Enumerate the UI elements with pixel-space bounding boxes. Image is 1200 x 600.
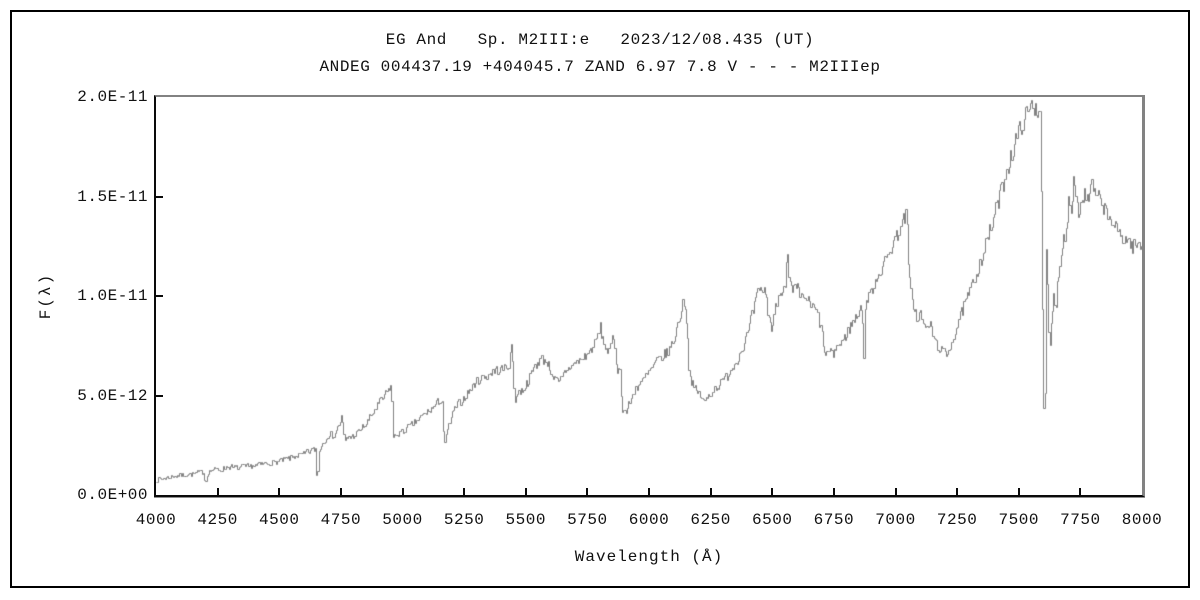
x-tick-label: 7750 [1060, 511, 1101, 529]
x-tick-label: 6500 [752, 511, 793, 529]
x-tick-mark [956, 488, 958, 495]
x-tick-mark [1018, 488, 1020, 495]
x-tick-label: 6250 [690, 511, 731, 529]
y-tick-mark [156, 196, 163, 198]
x-tick-mark [1079, 488, 1081, 495]
x-tick-label: 4500 [259, 511, 300, 529]
x-tick-label: 6750 [813, 511, 855, 529]
spectrum-line-canvas [156, 97, 1142, 495]
plot-subtitle: ANDEG 004437.19 +404045.7 ZAND 6.97 7.8 … [319, 58, 881, 76]
x-tick-label: 5250 [443, 511, 485, 529]
y-tick-label: 1.5E-11 [77, 187, 148, 206]
y-tick-mark [156, 395, 163, 397]
x-tick-label: 4000 [135, 511, 177, 529]
x-tick-label: 7000 [875, 511, 916, 529]
x-tick-label: 5000 [382, 511, 423, 529]
x-tick-mark [217, 488, 219, 495]
x-tick-label: 4250 [197, 511, 238, 529]
x-tick-mark [833, 488, 835, 495]
x-tick-mark [586, 488, 588, 495]
x-tick-label: 5500 [505, 511, 546, 529]
x-tick-label: 7500 [998, 511, 1039, 529]
y-tick-label: 1.0E-11 [77, 287, 148, 305]
x-tick-label: 4750 [320, 511, 362, 529]
y-tick-mark [156, 295, 163, 297]
x-tick-mark [402, 488, 404, 495]
y-tick-label: 5.0E-12 [77, 386, 148, 405]
x-tick-mark [771, 488, 773, 495]
plot-area [154, 95, 1145, 497]
x-tick-mark [463, 488, 465, 495]
x-tick-label: 5750 [567, 511, 608, 529]
x-tick-mark [278, 488, 280, 495]
x-tick-mark [895, 488, 897, 495]
x-tick-mark [648, 488, 650, 495]
x-tick-label: 8000 [1121, 511, 1163, 529]
x-tick-mark [340, 488, 342, 495]
x-tick-label: 6000 [628, 511, 670, 529]
x-tick-mark [710, 488, 712, 495]
x-tick-mark [525, 488, 527, 495]
y-tick-label: 2.0E-11 [77, 88, 148, 106]
plot-title: EG And Sp. M2III:e 2023/12/08.435 (UT) [385, 31, 815, 49]
x-axis-label: Wavelength (Å) [574, 548, 724, 566]
x-tick-label: 7250 [936, 511, 978, 529]
y-tick-label: 0.0E+00 [77, 486, 148, 504]
